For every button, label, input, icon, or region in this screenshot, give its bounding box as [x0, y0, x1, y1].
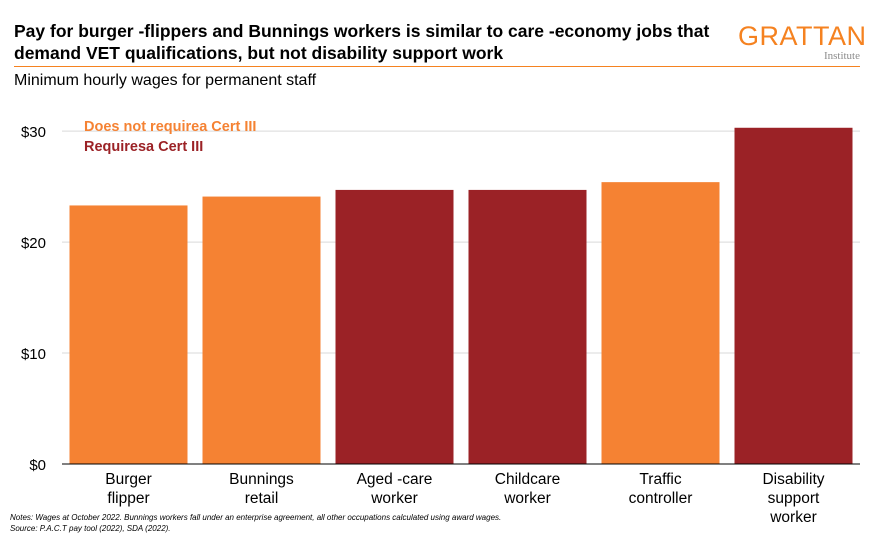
- axes: $0 $10 $20 $30 Burger flipper Bunnings retail Ag…: [21, 124, 860, 526]
- bars: [69, 127, 853, 465]
- legend: Does not requirea Cert III Requiresa Cert…: [84, 119, 256, 155]
- gridlines: [62, 130, 860, 354]
- grattan-logo: GRATTAN Institute: [738, 21, 867, 62]
- logo-subtext: Institute: [823, 50, 860, 62]
- y-tick-label: $10: [21, 346, 46, 363]
- chart-notes: Notes: Wages at October 2022. Bunnings w…: [10, 513, 501, 534]
- x-tick-label: Traffic controller: [629, 471, 693, 507]
- title-rule: [14, 66, 860, 67]
- legend-entry: Does not requirea Cert III: [84, 119, 256, 135]
- bar: [335, 189, 454, 465]
- y-tick-label: $0: [29, 457, 46, 474]
- legend-entry: Requiresa Cert III: [84, 139, 203, 155]
- source-line: Source: P.A.C.T pay tool (2022), SDA (20…: [10, 523, 171, 533]
- bar: [69, 205, 188, 464]
- y-tick-label: $30: [21, 124, 46, 141]
- bar: [601, 182, 720, 464]
- notes-line: Notes: Wages at October 2022. Bunnings w…: [10, 513, 502, 522]
- x-tick-label: Burger flipper: [105, 471, 152, 507]
- x-tick-label: Bunnings retail: [229, 471, 294, 507]
- chart-title: Pay for burger -flippers and Bunnings wo…: [14, 21, 710, 63]
- bar: [468, 189, 587, 465]
- x-tick-label: Childcare worker: [495, 471, 560, 507]
- bar: [734, 127, 853, 465]
- chart-subtitle: Minimum hourly wages for permanent staff: [14, 72, 317, 89]
- logo-wordmark: GRATTAN: [738, 21, 867, 51]
- x-tick-label: Aged -care worker: [357, 471, 433, 507]
- x-tick-label: Disability support worker: [762, 471, 824, 526]
- y-tick-label: $20: [21, 235, 46, 252]
- bar: [202, 196, 321, 464]
